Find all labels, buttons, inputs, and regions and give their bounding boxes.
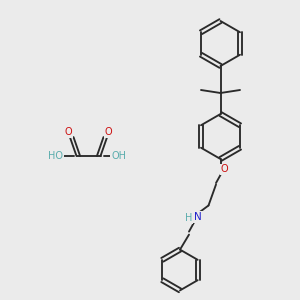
Text: H: H	[185, 213, 193, 223]
Text: HO: HO	[48, 151, 63, 161]
Text: O: O	[105, 127, 112, 137]
Text: O: O	[64, 127, 72, 137]
Text: O: O	[220, 164, 228, 175]
Text: OH: OH	[111, 151, 126, 161]
Text: N: N	[194, 212, 202, 222]
